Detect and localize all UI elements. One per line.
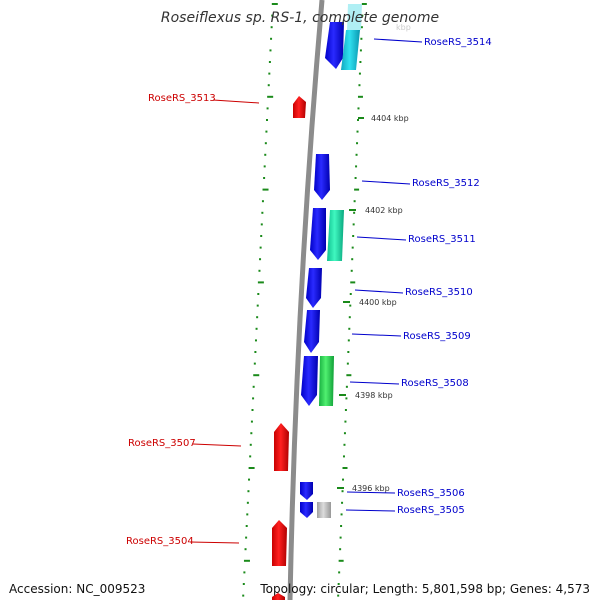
gene-label-roseRS-3511[interactable]: RoseRS_3511	[408, 234, 476, 245]
gene-arrow-partial-bottom	[272, 593, 285, 600]
gene-arrow-roseRS-3507[interactable]	[274, 423, 289, 471]
gene-label-roseRS-3510[interactable]: RoseRS_3510	[405, 287, 473, 298]
scale-label-4396: 4396 kbp	[352, 484, 390, 493]
gene-label-roseRS-3509[interactable]: RoseRS_3509	[403, 331, 471, 342]
feature-teal-roseRS-3511[interactable]	[327, 210, 344, 261]
scale-label-4404: 4404 kbp	[371, 114, 409, 123]
map-title: Roseiflexus sp. RS-1, complete genome	[160, 10, 440, 26]
gene-arrow-roseRS-3511[interactable]	[310, 208, 326, 260]
gene-label-roseRS-3514[interactable]: RoseRS_3514	[424, 37, 492, 48]
scale-label-4400: 4400 kbp	[359, 298, 397, 307]
scale-ticks	[337, 117, 364, 489]
callout-lines	[189, 38, 423, 544]
features	[272, 4, 362, 600]
gene-arrow-roseRS-3509[interactable]	[304, 310, 320, 353]
gene-arrow-roseRS-3508[interactable]	[301, 356, 318, 406]
gene-label-roseRS-3512[interactable]: RoseRS_3512	[412, 178, 480, 189]
feature-grey-roseRS-3505[interactable]	[317, 502, 331, 518]
scale-labels: 4404 kbp 4402 kbp 4400 kbp 4398 kbp 4396…	[352, 23, 411, 493]
gene-label-roseRS-3513[interactable]: RoseRS_3513	[148, 93, 216, 104]
gene-label-roseRS-3508[interactable]: RoseRS_3508	[401, 378, 469, 389]
feature-green-roseRS-3508[interactable]	[319, 356, 334, 406]
genome-backbone	[287, 0, 325, 600]
gene-arrow-roseRS-3505[interactable]	[300, 502, 313, 518]
scale-label-partial: kbp	[396, 23, 411, 32]
gene-arrow-roseRS-3513[interactable]	[293, 96, 306, 118]
feature-cyan-roseRS-3514[interactable]	[341, 30, 360, 70]
gene-arrow-roseRS-3510[interactable]	[306, 268, 322, 308]
gene-arrow-roseRS-3506[interactable]	[300, 482, 313, 500]
gene-labels: RoseRS_3514 RoseRS_3513 RoseRS_3512 Rose…	[126, 37, 492, 547]
gene-label-roseRS-3506[interactable]: RoseRS_3506	[397, 488, 465, 499]
genome-summary-text: Topology: circular; Length: 5,801,598 bp…	[260, 582, 590, 596]
gene-arrow-roseRS-3512[interactable]	[314, 154, 330, 200]
gene-arrow-roseRS-3514[interactable]	[325, 22, 344, 69]
gene-label-roseRS-3507[interactable]: RoseRS_3507	[128, 438, 196, 449]
gene-arrow-roseRS-3504[interactable]	[272, 520, 287, 566]
accession-text: Accession: NC_009523	[9, 582, 146, 596]
tick-marks	[242, 3, 367, 597]
feature-cyan-cap	[347, 4, 362, 30]
gene-label-roseRS-3505[interactable]: RoseRS_3505	[397, 505, 465, 516]
scale-label-4398: 4398 kbp	[355, 391, 393, 400]
gene-label-roseRS-3504[interactable]: RoseRS_3504	[126, 536, 194, 547]
scale-label-4402: 4402 kbp	[365, 206, 403, 215]
